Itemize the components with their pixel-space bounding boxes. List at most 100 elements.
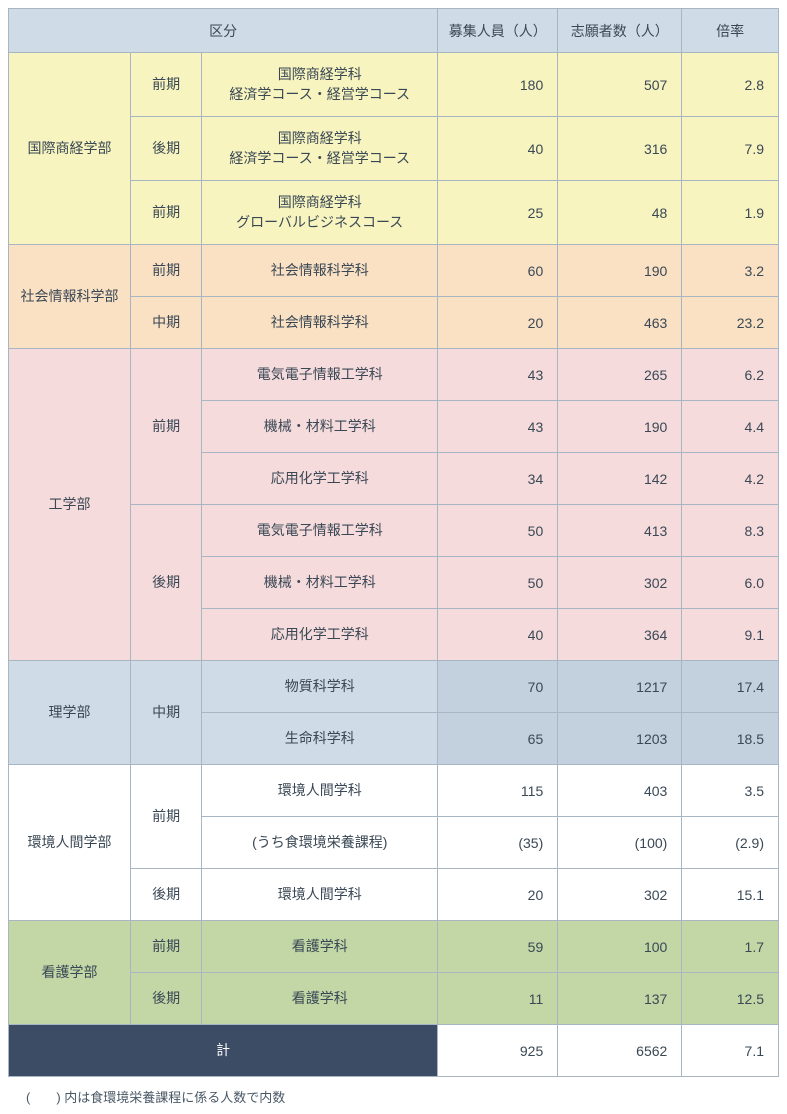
table-row: 工学部 前期 電気電子情報工学科 43 265 6.2 [9,349,779,401]
dept-label: (うち食環境栄養課程) [202,817,438,869]
ratio-cell: 8.3 [682,505,779,557]
footnote-text: ( ) 内は食環境栄養課程に係る人数で内数 [26,1087,779,1106]
ratio-cell: 15.1 [682,869,779,921]
capacity-cell: 50 [438,557,558,609]
applicants-cell: 413 [558,505,682,557]
dept-line2: 経済学コース・経営学コース [229,150,410,166]
term-label: 後期 [131,869,202,921]
faculty-name: 環境人間学部 [9,765,131,921]
faculty-name: 社会情報科学部 [9,245,131,349]
applicants-cell: 463 [558,297,682,349]
applicants-cell: 100 [558,921,682,973]
ratio-cell: 1.9 [682,181,779,245]
total-applicants: 6562 [558,1025,682,1077]
term-label: 後期 [131,505,202,661]
ratio-cell: 12.5 [682,973,779,1025]
ratio-cell: 6.0 [682,557,779,609]
dept-line1: 国際商経学科 [278,130,362,146]
dept-label: 国際商経学科 経済学コース・経営学コース [202,117,438,181]
dept-line1: 国際商経学科 [278,194,362,210]
term-label: 後期 [131,973,202,1025]
ratio-cell: 4.4 [682,401,779,453]
applicants-cell: 265 [558,349,682,401]
header-row: 区分 募集人員（人） 志願者数（人） 倍率 [9,9,779,53]
total-ratio: 7.1 [682,1025,779,1077]
term-label: 前期 [131,245,202,297]
header-category: 区分 [9,9,438,53]
table-row: 看護学部 前期 看護学科 59 100 1.7 [9,921,779,973]
dept-label: 国際商経学科 経済学コース・経営学コース [202,53,438,117]
capacity-cell: 11 [438,973,558,1025]
admissions-table: 区分 募集人員（人） 志願者数（人） 倍率 国際商経学部 前期 国際商経学科 経… [8,8,779,1077]
capacity-cell: 43 [438,401,558,453]
dept-label: 環境人間学科 [202,765,438,817]
capacity-cell: 34 [438,453,558,505]
term-label: 後期 [131,117,202,181]
table-row: 社会情報科学部 前期 社会情報科学科 60 190 3.2 [9,245,779,297]
term-label: 中期 [131,661,202,765]
dept-label: 看護学科 [202,973,438,1025]
dept-label: 応用化学工学科 [202,609,438,661]
capacity-cell: 43 [438,349,558,401]
ratio-cell: 23.2 [682,297,779,349]
dept-label: 環境人間学科 [202,869,438,921]
applicants-cell: (100) [558,817,682,869]
dept-label: 国際商経学科 グローバルビジネスコース [202,181,438,245]
faculty-name: 工学部 [9,349,131,661]
header-capacity: 募集人員（人） [438,9,558,53]
capacity-cell: 115 [438,765,558,817]
applicants-cell: 507 [558,53,682,117]
dept-label: 電気電子情報工学科 [202,349,438,401]
ratio-cell: 4.2 [682,453,779,505]
dept-label: 機械・材料工学科 [202,401,438,453]
dept-line2: 経済学コース・経営学コース [229,86,410,102]
capacity-cell: 25 [438,181,558,245]
dept-label: 電気電子情報工学科 [202,505,438,557]
dept-label: 看護学科 [202,921,438,973]
ratio-cell: 17.4 [682,661,779,713]
applicants-cell: 48 [558,181,682,245]
term-label: 前期 [131,921,202,973]
table-row: 国際商経学部 前期 国際商経学科 経済学コース・経営学コース 180 507 2… [9,53,779,117]
capacity-cell: 50 [438,505,558,557]
ratio-cell: 18.5 [682,713,779,765]
dept-label: 機械・材料工学科 [202,557,438,609]
capacity-cell: 40 [438,117,558,181]
ratio-cell: 3.2 [682,245,779,297]
header-ratio: 倍率 [682,9,779,53]
term-label: 中期 [131,297,202,349]
ratio-cell: 9.1 [682,609,779,661]
ratio-cell: 6.2 [682,349,779,401]
faculty-name: 国際商経学部 [9,53,131,245]
dept-label: 物質科学科 [202,661,438,713]
total-capacity: 925 [438,1025,558,1077]
ratio-cell: 7.9 [682,117,779,181]
capacity-cell: (35) [438,817,558,869]
faculty-name: 理学部 [9,661,131,765]
capacity-cell: 70 [438,661,558,713]
dept-label: 社会情報科学科 [202,245,438,297]
applicants-cell: 403 [558,765,682,817]
ratio-cell: 1.7 [682,921,779,973]
capacity-cell: 60 [438,245,558,297]
applicants-cell: 137 [558,973,682,1025]
term-label: 前期 [131,349,202,505]
faculty-name: 看護学部 [9,921,131,1025]
applicants-cell: 302 [558,869,682,921]
table-row: 環境人間学部 前期 環境人間学科 115 403 3.5 [9,765,779,817]
dept-label: 応用化学工学科 [202,453,438,505]
term-label: 前期 [131,53,202,117]
table-row: 理学部 中期 物質科学科 70 1217 17.4 [9,661,779,713]
header-applicants: 志願者数（人） [558,9,682,53]
total-row: 計 925 6562 7.1 [9,1025,779,1077]
capacity-cell: 59 [438,921,558,973]
capacity-cell: 20 [438,297,558,349]
applicants-cell: 316 [558,117,682,181]
capacity-cell: 20 [438,869,558,921]
applicants-cell: 1203 [558,713,682,765]
ratio-cell: 2.8 [682,53,779,117]
applicants-cell: 1217 [558,661,682,713]
term-label: 前期 [131,765,202,869]
capacity-cell: 180 [438,53,558,117]
applicants-cell: 190 [558,245,682,297]
